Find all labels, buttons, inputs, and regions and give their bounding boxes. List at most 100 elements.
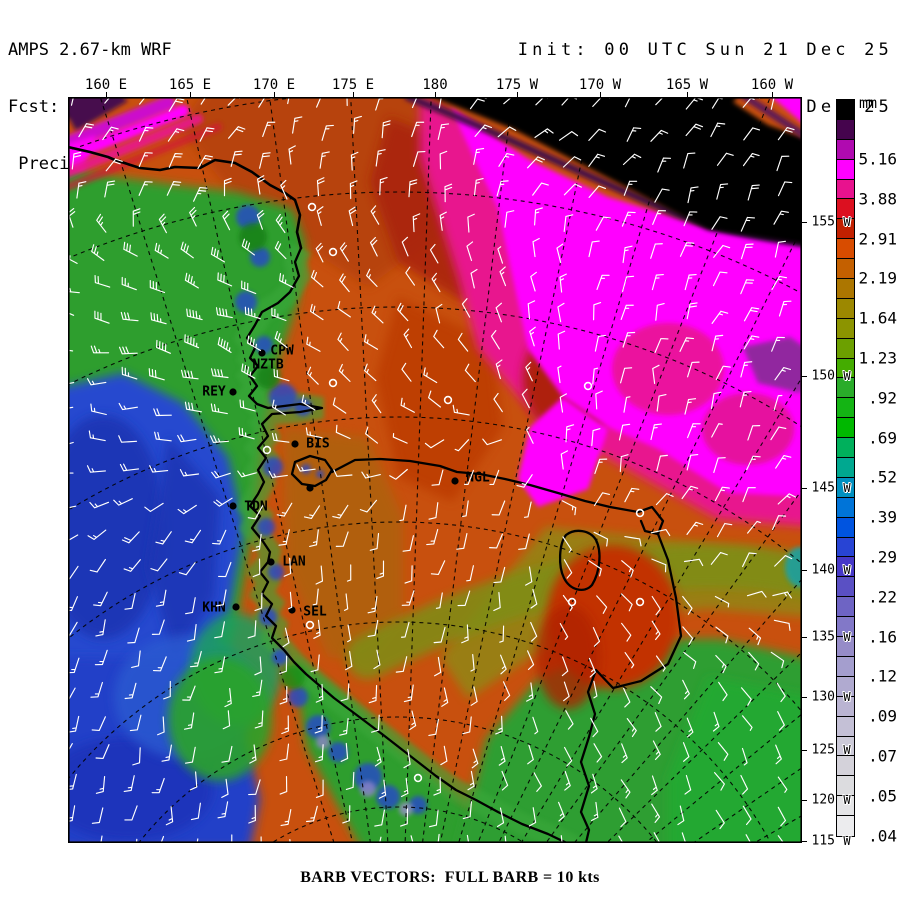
barb-shaft — [376, 560, 385, 580]
barb-shaft — [714, 595, 730, 608]
wind-barb — [743, 127, 761, 141]
barb-shaft — [626, 718, 637, 738]
barb-shaft — [498, 746, 506, 766]
wind-barb — [559, 393, 567, 413]
right-axis-tick — [802, 750, 807, 751]
meridian-line — [573, 578, 802, 843]
wind-barb — [91, 716, 106, 732]
barb-shaft — [400, 808, 409, 827]
barb-shaft — [184, 529, 202, 544]
wind-barb — [710, 122, 726, 138]
wind-barb — [186, 624, 197, 642]
wind-barb — [618, 807, 627, 828]
wind-barb — [681, 485, 699, 500]
wind-barb — [315, 565, 324, 585]
barb-shaft — [180, 241, 194, 259]
wind-barb — [224, 688, 232, 708]
wind-barb — [623, 180, 638, 196]
barb-shaft — [371, 714, 380, 733]
wind-barb — [684, 398, 697, 415]
barb-shaft — [748, 627, 762, 646]
wind-barb — [369, 236, 378, 257]
colorbar-cell — [837, 637, 854, 657]
wind-barb — [529, 326, 536, 347]
wind-barb — [532, 716, 539, 735]
longitude-suffix-right: W — [843, 481, 851, 495]
barb-shaft — [91, 716, 106, 732]
barb-shaft — [400, 397, 415, 413]
wind-barb — [772, 591, 792, 599]
colorbar-cell — [837, 398, 854, 419]
barb-shaft — [321, 124, 334, 141]
wind-barb — [280, 179, 288, 200]
barb-shaft — [771, 275, 788, 290]
barb-shaft — [490, 330, 500, 350]
wind-barb — [561, 500, 577, 516]
barb-shaft — [743, 335, 760, 350]
wind-barb — [594, 334, 606, 352]
station-dot-mcm — [306, 484, 314, 492]
barb-shaft — [340, 683, 350, 702]
barb-shaft — [591, 428, 601, 447]
barb-shaft — [68, 248, 78, 264]
barb-shaft — [623, 180, 638, 196]
barb-shaft — [310, 269, 324, 288]
wind-barb — [150, 558, 168, 572]
ross-island-outline — [290, 454, 334, 488]
barb-shaft — [365, 426, 378, 444]
coastline-victoria-land — [245, 246, 570, 843]
wind-barb — [530, 271, 537, 292]
barb-shaft — [404, 565, 413, 584]
barb-shaft — [716, 152, 734, 166]
barb-shaft — [283, 557, 292, 577]
wind-barb — [591, 801, 599, 822]
barb-shaft — [274, 331, 288, 349]
wind-barb — [716, 522, 733, 538]
colorbar-cell — [837, 816, 854, 836]
wind-barb — [68, 301, 75, 316]
wind-barb — [319, 151, 330, 169]
barb-shaft — [774, 240, 786, 258]
map-frame — [68, 97, 802, 843]
barb-shaft — [223, 177, 232, 197]
wind-barb — [621, 560, 634, 578]
wind-barb — [89, 558, 106, 573]
wind-barb — [259, 152, 271, 169]
barb-shaft — [369, 533, 380, 551]
barb-shaft — [209, 435, 229, 444]
wind-barb — [339, 718, 349, 736]
wind-barb — [335, 531, 349, 547]
barb-shaft — [153, 408, 172, 417]
barb-shaft — [527, 300, 536, 320]
wind-barb — [342, 805, 351, 824]
wind-barb — [403, 328, 413, 349]
pwv-region — [168, 657, 272, 781]
station-label-bis: BIS — [306, 437, 330, 452]
barb-shaft — [452, 404, 470, 416]
colorbar-cell — [837, 298, 854, 319]
barb-shaft — [681, 485, 699, 500]
wind-barb — [654, 338, 669, 353]
wind-barb — [210, 368, 229, 379]
wind-barb — [214, 656, 226, 674]
barb-shaft — [123, 775, 135, 792]
wind-barb — [623, 396, 631, 413]
barb-shaft — [651, 803, 661, 823]
barb-shaft — [652, 740, 661, 761]
wind-barb — [489, 469, 500, 486]
barb-shaft — [102, 126, 119, 141]
meridian-line — [545, 488, 802, 843]
barb-shaft — [367, 619, 379, 638]
barb-shaft — [497, 246, 504, 264]
barb-shaft — [470, 268, 478, 289]
barb-shaft — [157, 716, 165, 736]
wind-barb — [532, 182, 549, 196]
barb-shaft — [368, 685, 378, 704]
wind-barb — [152, 656, 167, 672]
barb-shaft — [412, 150, 426, 167]
wind-barb — [283, 557, 292, 577]
wind-barb — [438, 97, 450, 109]
wind-barb — [434, 656, 442, 677]
grid-circle-marker — [328, 247, 338, 257]
